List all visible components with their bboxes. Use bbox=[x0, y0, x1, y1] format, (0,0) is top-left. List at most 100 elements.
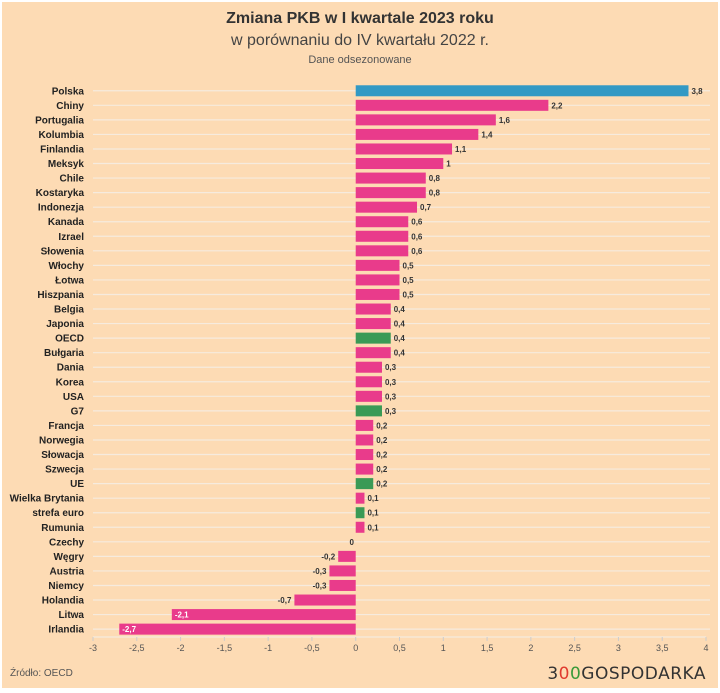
x-tick-label: -0,5 bbox=[304, 643, 320, 653]
category-label: Kanada bbox=[48, 217, 85, 228]
category-label: Bułgaria bbox=[44, 348, 84, 359]
category-label: Wielka Brytania bbox=[10, 494, 85, 505]
bar bbox=[355, 128, 479, 140]
data-label: 0,8 bbox=[429, 174, 441, 183]
logo-part: 0 bbox=[558, 664, 570, 684]
data-label: 0,6 bbox=[411, 218, 423, 227]
data-label: 1,1 bbox=[455, 145, 467, 154]
bar bbox=[355, 478, 374, 490]
category-label: Słowenia bbox=[41, 246, 85, 257]
bar bbox=[355, 172, 426, 184]
brand-logo: 300GOSPODARKA bbox=[547, 664, 706, 684]
category-label: Szwecja bbox=[45, 465, 84, 476]
category-label: Słowacja bbox=[41, 450, 84, 461]
category-label: Kostaryka bbox=[36, 188, 85, 199]
category-label: Belgia bbox=[54, 305, 84, 316]
category-label: UE bbox=[70, 479, 84, 490]
data-label: 0,3 bbox=[385, 392, 397, 401]
data-label: 0,4 bbox=[394, 334, 406, 343]
category-label: strefa euro bbox=[32, 508, 84, 519]
category-label: Francja bbox=[48, 421, 84, 432]
data-label: -2,1 bbox=[175, 611, 189, 620]
data-label: 0,1 bbox=[367, 523, 379, 532]
x-tick-label: 0 bbox=[353, 643, 358, 653]
data-label: 0,3 bbox=[385, 363, 397, 372]
x-tick-label: 0,5 bbox=[393, 643, 406, 653]
data-label: 0 bbox=[349, 538, 354, 547]
bar bbox=[355, 303, 391, 315]
x-tick-label: 3,5 bbox=[656, 643, 669, 653]
category-label: Indonezja bbox=[38, 203, 85, 214]
bar bbox=[355, 245, 409, 257]
bar bbox=[294, 594, 356, 606]
data-label: 0,3 bbox=[385, 407, 397, 416]
data-label: 3,8 bbox=[691, 87, 703, 96]
data-label: 0,1 bbox=[367, 509, 379, 518]
data-label: 0,6 bbox=[411, 247, 423, 256]
data-label: 0,8 bbox=[429, 189, 441, 198]
data-label: 0,1 bbox=[367, 494, 379, 503]
data-label: 0,7 bbox=[420, 203, 432, 212]
bar bbox=[355, 318, 391, 330]
bar bbox=[355, 434, 374, 446]
category-label: Chile bbox=[60, 174, 85, 185]
bar bbox=[355, 230, 409, 242]
bar bbox=[355, 347, 391, 359]
category-label: Dania bbox=[57, 363, 85, 374]
data-label: 0,5 bbox=[403, 261, 415, 270]
category-label: Norwegia bbox=[39, 435, 84, 446]
bar bbox=[355, 114, 496, 126]
data-label: 0,4 bbox=[394, 305, 406, 314]
chart-title: Zmiana PKB w I kwartale 2023 roku bbox=[226, 10, 494, 27]
logo-part: 3 bbox=[547, 664, 559, 684]
bar bbox=[338, 550, 356, 562]
data-label: 1,4 bbox=[481, 130, 493, 139]
data-label: 0,6 bbox=[411, 232, 423, 241]
x-tick-label: -1 bbox=[264, 643, 272, 653]
x-tick-label: 2,5 bbox=[568, 643, 581, 653]
bar bbox=[355, 521, 365, 533]
category-label: Japonia bbox=[46, 319, 84, 330]
data-label: -0,2 bbox=[321, 552, 335, 561]
category-label: Niemcy bbox=[48, 581, 84, 592]
category-label: Łotwa bbox=[55, 275, 84, 286]
bar bbox=[355, 158, 444, 170]
data-label: 0,2 bbox=[376, 421, 388, 430]
category-label: Polska bbox=[52, 86, 85, 97]
data-label: 0,5 bbox=[403, 290, 415, 299]
bar bbox=[355, 376, 382, 388]
data-label: 0,2 bbox=[376, 480, 388, 489]
category-label: Austria bbox=[50, 566, 85, 577]
bar bbox=[355, 507, 365, 519]
category-label: Finlandia bbox=[40, 144, 84, 155]
data-label: -2,7 bbox=[122, 625, 136, 634]
x-tick-label: -2,5 bbox=[129, 643, 145, 653]
bar bbox=[171, 609, 356, 621]
data-label: 0,4 bbox=[394, 349, 406, 358]
category-label: Meksyk bbox=[48, 159, 85, 170]
category-label: Hiszpania bbox=[37, 290, 84, 301]
x-tick-label: -2 bbox=[177, 643, 185, 653]
category-label: USA bbox=[63, 392, 84, 403]
category-label: Włochy bbox=[48, 261, 84, 272]
category-label: Korea bbox=[56, 377, 85, 388]
bar bbox=[355, 492, 365, 504]
logo-part: GOSPODARKA bbox=[581, 664, 706, 684]
x-tick-label: 3 bbox=[616, 643, 621, 653]
data-label: 1,6 bbox=[499, 116, 511, 125]
data-label: 0,3 bbox=[385, 378, 397, 387]
category-label: Chiny bbox=[56, 101, 84, 112]
bar bbox=[355, 449, 374, 461]
category-label: Kolumbia bbox=[38, 130, 84, 141]
chart-subtitle: w porównaniu do IV kwartału 2022 r. bbox=[231, 32, 489, 49]
bar bbox=[355, 216, 409, 228]
source-note: Źródło: OECD bbox=[10, 668, 73, 679]
data-label: 0,4 bbox=[394, 320, 406, 329]
bar bbox=[355, 201, 418, 213]
bar bbox=[355, 259, 400, 271]
bar bbox=[355, 332, 391, 344]
bar bbox=[329, 565, 356, 577]
bar bbox=[329, 579, 356, 591]
category-label: Litwa bbox=[58, 610, 84, 621]
